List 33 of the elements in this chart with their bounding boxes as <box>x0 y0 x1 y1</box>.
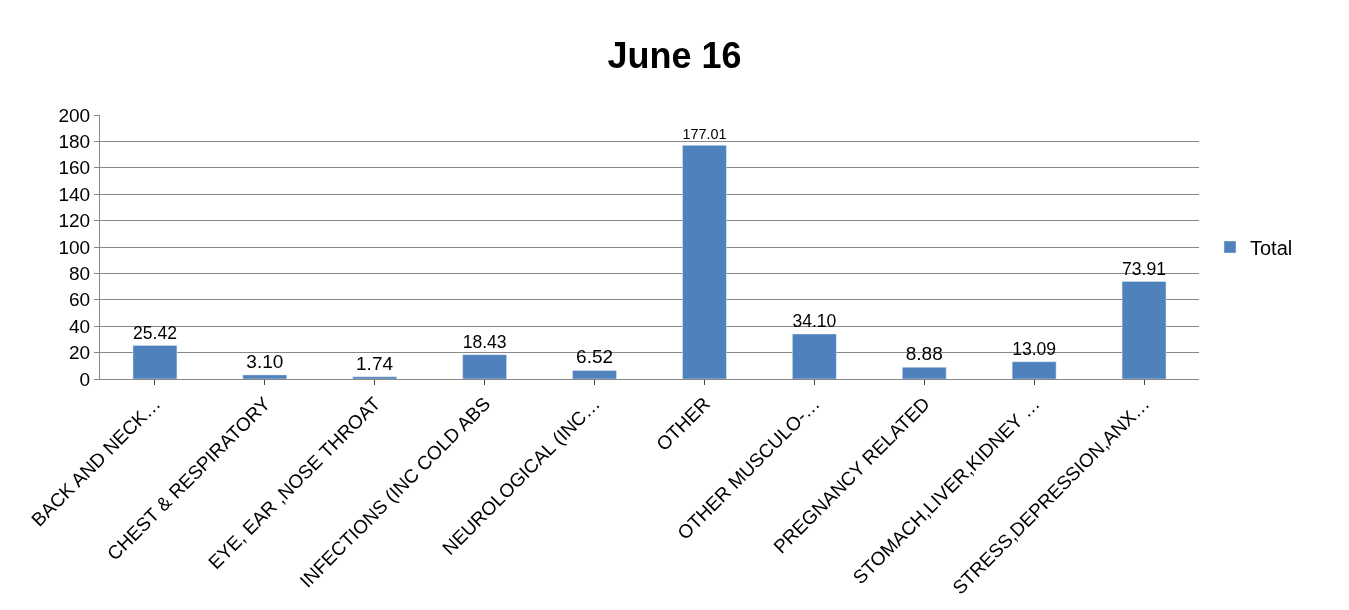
y-tick-label: 20 <box>69 342 91 364</box>
bar <box>792 333 837 379</box>
bar <box>132 345 178 379</box>
chart-title: June 16 <box>607 34 742 76</box>
y-tick-label: 40 <box>69 315 91 337</box>
data-label: 6.52 <box>576 346 614 368</box>
data-label: 177.01 <box>682 126 727 143</box>
data-label: 18.43 <box>462 331 507 352</box>
data-label: 3.10 <box>246 350 284 372</box>
bar <box>572 370 617 379</box>
bar <box>1011 361 1057 379</box>
data-label: 8.88 <box>905 343 943 365</box>
y-tick-label: 80 <box>69 263 91 285</box>
data-label: 1.74 <box>356 352 394 374</box>
data-label: 73.91 <box>1122 258 1167 279</box>
bar <box>352 376 397 379</box>
bar <box>462 354 507 379</box>
y-tick-label: 0 <box>79 368 91 390</box>
bar <box>242 374 288 379</box>
y-tick-label: 160 <box>58 157 91 179</box>
y-tick-label: 140 <box>58 183 91 205</box>
data-label: 25.42 <box>132 322 177 343</box>
y-tick-label: 100 <box>58 236 91 258</box>
y-tick-label: 60 <box>69 289 91 311</box>
y-tick-label: 200 <box>58 104 91 126</box>
bar <box>902 367 947 379</box>
y-tick-label: 120 <box>58 210 91 232</box>
data-label: 34.10 <box>792 311 837 332</box>
data-label: 13.09 <box>1012 339 1057 360</box>
y-tick-label: 180 <box>58 131 91 153</box>
bar <box>1121 281 1167 379</box>
bar <box>682 145 727 379</box>
legend-label: Total <box>1249 236 1293 259</box>
